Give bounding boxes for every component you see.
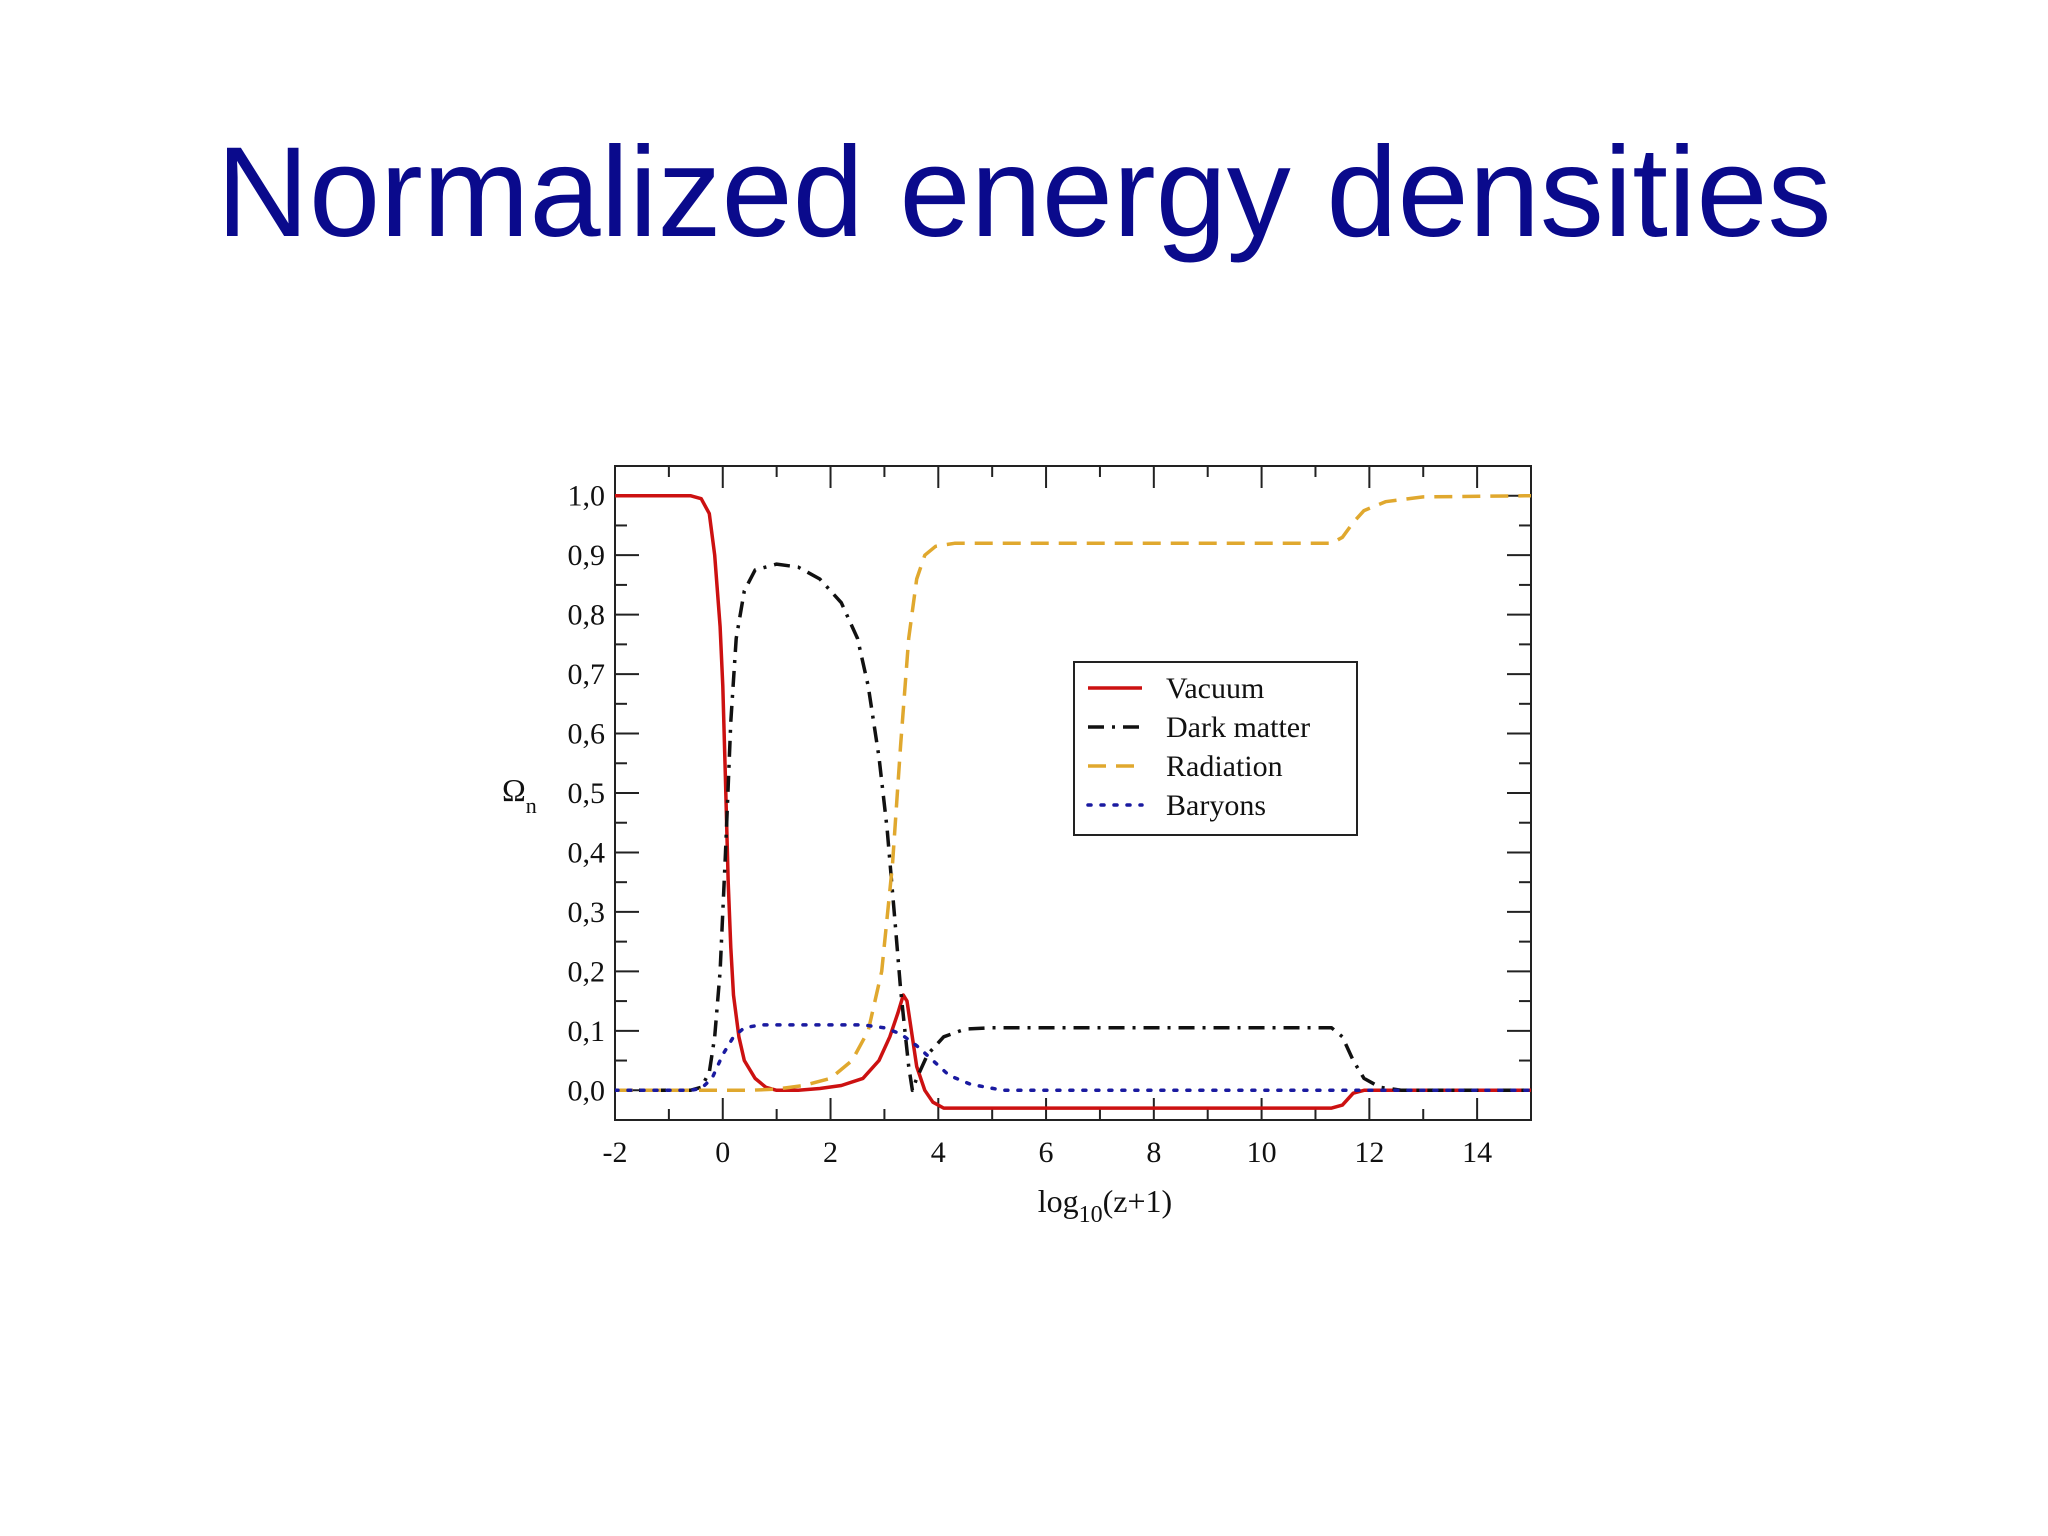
y-tick-label: 0,0 bbox=[568, 1074, 606, 1107]
y-tick-label: 0,5 bbox=[568, 777, 606, 810]
y-tick-label: 0,2 bbox=[568, 955, 606, 988]
chart-plot-area: -2 0 2 4 6 8 10 12 14 0,0 0,1 0,2 0,3 0,4 0,5 0,6 0,7 0,8… bbox=[502, 465, 1532, 1228]
y-tick-label: 0,3 bbox=[568, 896, 606, 929]
series-line-radiation bbox=[615, 493, 1531, 1093]
x-tick-label: 8 bbox=[1146, 1136, 1161, 1169]
x-tick-label: 0 bbox=[715, 1136, 730, 1169]
legend-label: Baryons bbox=[1166, 789, 1266, 822]
x-tick-label: 2 bbox=[823, 1136, 838, 1169]
x-tick-label: 10 bbox=[1247, 1136, 1277, 1169]
y-tick-label: 0,4 bbox=[568, 836, 606, 869]
x-tick-label: 14 bbox=[1462, 1136, 1492, 1169]
y-tick-label: 0,8 bbox=[568, 599, 606, 632]
y-tick-label: 0,9 bbox=[568, 539, 606, 572]
y-tick-label: 0,1 bbox=[568, 1015, 606, 1048]
x-tick-label: 4 bbox=[931, 1136, 946, 1169]
y-tick-label: 1,0 bbox=[568, 480, 606, 513]
legend-label: Dark matter bbox=[1166, 711, 1310, 744]
y-tick-label: 0,6 bbox=[568, 718, 606, 751]
series-line-baryons bbox=[615, 1023, 1531, 1093]
legend-label: Radiation bbox=[1166, 750, 1283, 783]
legend-box bbox=[1073, 661, 1358, 836]
series-line-vacuum bbox=[615, 493, 1531, 1110]
x-tick-label: 12 bbox=[1354, 1136, 1384, 1169]
x-tick-label: 6 bbox=[1039, 1136, 1054, 1169]
legend-label: Vacuum bbox=[1166, 672, 1264, 705]
slide-title: Normalized energy densities bbox=[216, 121, 1832, 264]
series-line-dark-matter bbox=[615, 562, 1531, 1093]
y-axis-title: Ωn bbox=[502, 772, 537, 818]
x-axis-title: log10(z+1) bbox=[1038, 1183, 1172, 1228]
chart-legend: Vacuum Dark matter Radiation Baryons bbox=[1073, 661, 1358, 836]
x-tick-label: -2 bbox=[603, 1136, 628, 1169]
y-tick-label: 0,7 bbox=[568, 658, 606, 691]
